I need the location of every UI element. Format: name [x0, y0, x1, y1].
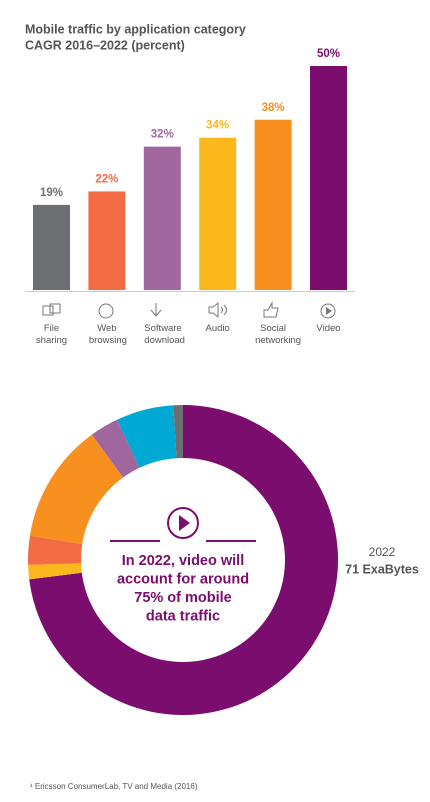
icon [208, 301, 227, 319]
value-label: 19% [40, 187, 63, 199]
bar [310, 66, 347, 290]
icon [320, 303, 336, 319]
category-label: Software download [144, 323, 185, 346]
value-label: 50% [317, 48, 340, 60]
donut-chart: In 2022, video will account for around 75%… [27, 405, 338, 715]
icon [49, 303, 61, 314]
donut-segment [28, 563, 82, 580]
value-label: 34% [206, 120, 229, 132]
icon [150, 303, 162, 317]
category-label: Web browsing [88, 323, 127, 346]
footnote: ¹ Ericsson ConsumerLab, TV and Media (20… [30, 782, 198, 791]
category-label-box: File sharing [35, 323, 68, 346]
center-text: account for around [117, 571, 249, 587]
center-text: 75% of mobile [134, 590, 232, 606]
icon [98, 303, 114, 319]
category-icons [42, 301, 336, 319]
donut-segment [91, 419, 140, 478]
category-label-box: Social networking [255, 323, 302, 346]
play-icon [167, 507, 199, 539]
category-label-box: Web browsing [88, 323, 127, 346]
category-label: Audio [205, 323, 230, 334]
icon [42, 305, 54, 316]
icon [263, 301, 279, 318]
center-text: data traffic [146, 608, 220, 624]
category-label: File sharing [35, 323, 68, 346]
chart-title: Mobile traffic by application category [25, 22, 246, 36]
donut-segment [117, 405, 177, 468]
bar [88, 191, 126, 290]
value-label: 22% [95, 173, 118, 185]
category-label-box: Audio [205, 323, 230, 334]
bar [254, 119, 292, 290]
category-label: Social networking [255, 323, 302, 346]
play-icon [179, 515, 190, 531]
donut-segment [29, 434, 124, 545]
donut-year: 2022 [369, 545, 396, 559]
donut-segment [27, 535, 83, 565]
donut-segment [173, 405, 183, 459]
bar [143, 146, 181, 290]
chart-subtitle: CAGR 2016–2022 (percent) [25, 38, 185, 52]
value-label: 38% [262, 102, 285, 114]
category-label-box: Video [316, 323, 341, 334]
donut-total: 71 ExaBytes [345, 562, 419, 576]
bar [199, 137, 237, 290]
icon [326, 307, 332, 315]
bar [33, 204, 70, 290]
center-text: In 2022, video will [122, 553, 245, 569]
donut-segment [29, 405, 338, 715]
bar-chart: 19% File sharing 22% Web browsing 32% Softwar… [33, 48, 347, 346]
value-label: 32% [151, 129, 174, 141]
category-label: Video [316, 323, 341, 334]
category-label-box: Software download [144, 323, 185, 346]
